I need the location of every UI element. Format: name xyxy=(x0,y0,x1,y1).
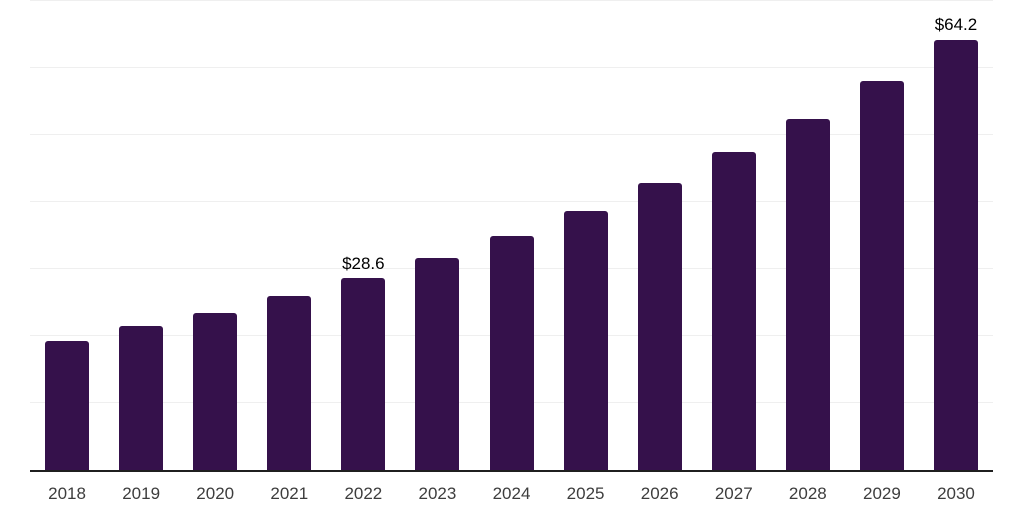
x-axis-tick-labels: 2018 2019 2020 2021 2022 2023 2024 2025 2026 2027… xyxy=(30,472,993,504)
bar-slot-2022: $28.6 xyxy=(326,0,400,470)
bar-slot-2020 xyxy=(178,0,252,470)
x-tick-label-2025: 2025 xyxy=(566,484,605,503)
x-tick-label-2026: 2026 xyxy=(640,484,679,503)
data-label-2022: $28.6 xyxy=(342,253,385,273)
bar-2023 xyxy=(415,258,460,470)
x-tick-label-2021: 2021 xyxy=(270,484,309,503)
bar-2028 xyxy=(785,118,830,470)
x-tick-label-2028: 2028 xyxy=(788,484,827,503)
bar-2027 xyxy=(711,152,756,470)
bar-2018 xyxy=(45,340,90,470)
x-tick-label-2030: 2030 xyxy=(937,484,975,503)
bar-2024 xyxy=(489,236,534,470)
x-tick-label-2029: 2029 xyxy=(862,484,901,503)
bar-slot-2024 xyxy=(474,0,548,470)
bar-2020 xyxy=(193,312,238,470)
bar-2022: $28.6 xyxy=(341,254,386,470)
x-tick-label-2027: 2027 xyxy=(714,484,753,503)
x-tick-label-2020: 2020 xyxy=(196,484,235,503)
x-tick-label-2024: 2024 xyxy=(492,484,531,503)
bar-2021 xyxy=(267,296,312,470)
x-tick-label-2023: 2023 xyxy=(418,484,457,503)
bar-2029 xyxy=(859,81,904,470)
bar-slot-2029 xyxy=(845,0,919,470)
bar-slot-2028 xyxy=(771,0,845,470)
plot-area: $28.6 $64.2 xyxy=(30,0,993,472)
bar-slot-2025 xyxy=(549,0,623,470)
data-label-2030: $64.2 xyxy=(934,15,978,35)
x-tick-label-2019: 2019 xyxy=(122,484,161,503)
bar-2030: $64.2 xyxy=(933,15,978,470)
bar-slot-2026 xyxy=(623,0,697,470)
bar-slot-2027 xyxy=(697,0,771,470)
x-tick-label-2022: 2022 xyxy=(344,484,383,503)
bar-2026 xyxy=(637,183,682,470)
bar-slot-2019 xyxy=(104,0,178,470)
bar-slot-2023 xyxy=(400,0,474,470)
x-tick-label-2018: 2018 xyxy=(48,484,86,503)
bar-2019 xyxy=(119,325,164,470)
bar-2025 xyxy=(563,211,608,470)
bar-slot-2021 xyxy=(252,0,326,470)
bar-slot-2030: $64.2 xyxy=(919,0,993,470)
bar-slot-2018 xyxy=(30,0,104,470)
